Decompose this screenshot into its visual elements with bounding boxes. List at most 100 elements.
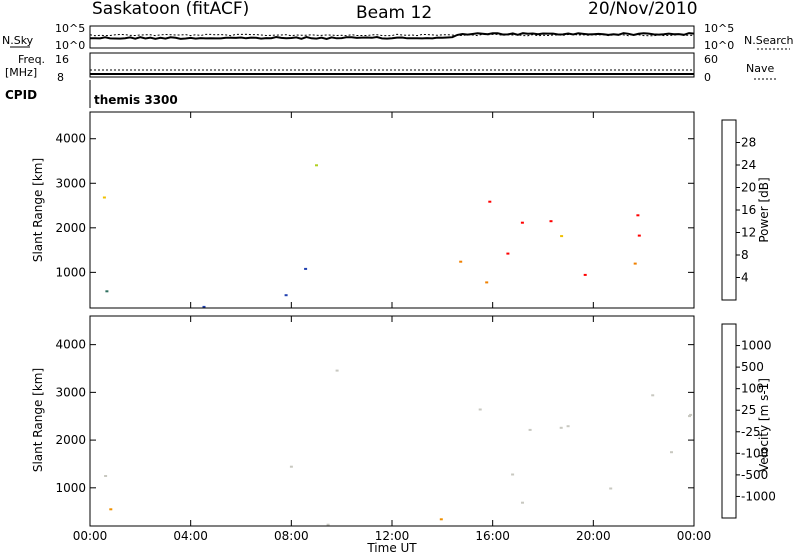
cpid-label: CPID xyxy=(5,88,37,102)
freq-tick-bottom: 8 xyxy=(57,71,64,84)
nsearch-tick-top: 10^5 xyxy=(704,22,734,35)
y-tick-label: 1000 xyxy=(55,265,86,279)
velocity-colorbar-label: Velocity [m s-1] xyxy=(757,378,771,472)
velocity-y-axis: 4000 3000 2000 1000 xyxy=(55,338,694,495)
heatmap-cell xyxy=(528,428,532,431)
power-y-axis: 4000 3000 2000 1000 xyxy=(55,132,694,279)
date-title: 20/Nov/2010 xyxy=(588,0,698,19)
heatmap-cell xyxy=(688,415,691,418)
nsky-strip xyxy=(89,25,695,49)
cpid-value: themis 3300 xyxy=(94,93,178,107)
y-tick-label: 4000 xyxy=(55,132,86,146)
colorbar-tick-label: 8 xyxy=(741,248,749,262)
x-tick-label: 16:00 xyxy=(475,529,510,543)
heatmap-cell xyxy=(511,473,515,476)
x-tick-label: 08:00 xyxy=(274,529,309,543)
heatmap-cell xyxy=(689,413,693,416)
colorbar-tick-label: -100 xyxy=(741,446,768,460)
heatmap-cell xyxy=(549,220,553,223)
nsearch-label: N.Search xyxy=(744,34,794,47)
velocity-ylabel: Slant Range [km] xyxy=(31,368,45,472)
power-ylabel: Slant Range [km] xyxy=(31,158,45,262)
heatmap-cell xyxy=(559,426,563,429)
heatmap-cell xyxy=(637,234,641,237)
colorbar-frame xyxy=(721,119,737,301)
heatmap-cell xyxy=(609,487,613,490)
colorbar-tick-label: 25 xyxy=(741,403,756,417)
heatmap-cell xyxy=(459,260,463,263)
heatmap-cell xyxy=(520,221,524,224)
x-tick-label: 00:00 xyxy=(73,529,108,543)
heatmap-cell xyxy=(284,294,288,297)
nsky-tick-bottom: 10^0 xyxy=(55,39,85,52)
colorbar-tick-label: 500 xyxy=(741,360,764,374)
colorbar-tick-label: 16 xyxy=(741,203,756,217)
heatmap-cell xyxy=(636,214,640,217)
x-tick-label: 12:00 xyxy=(375,529,410,543)
colorbar-frame xyxy=(721,323,737,519)
freq-unit: [MHz] xyxy=(5,66,37,79)
heatmap-cell xyxy=(202,305,206,308)
nsky-tick-top: 10^5 xyxy=(55,22,85,35)
heatmap-cell xyxy=(560,235,564,238)
y-tick-label: 2000 xyxy=(55,221,86,235)
beam-title: Beam 12 xyxy=(356,3,432,23)
heatmap-cell xyxy=(104,475,108,477)
colorbar-tick-label: -500 xyxy=(741,468,768,482)
x-tick-label: 00:00 xyxy=(677,529,712,543)
velocity-heatmap-cells xyxy=(104,369,693,526)
heatmap-cell xyxy=(326,523,330,526)
colorbar-tick-label: 12 xyxy=(741,226,756,240)
heatmap-cell xyxy=(102,196,106,199)
colorbar-tick-label: 1000 xyxy=(741,339,772,353)
heatmap-cell xyxy=(488,200,492,203)
heatmap-cell xyxy=(478,408,482,411)
heatmap-cell xyxy=(109,508,113,511)
freq-tick-top: 16 xyxy=(55,53,69,66)
time-x-axis: 00:00 04:00 08:00 12:00 16:00 20:00 00:00 xyxy=(73,112,712,543)
heatmap-cell xyxy=(583,273,587,276)
nave-label: Nave xyxy=(746,62,774,75)
nave-tick-top: 60 xyxy=(704,53,718,66)
heatmap-cell xyxy=(289,465,293,468)
power-colorbar: 28 24 20 16 12 8 4 xyxy=(721,119,756,301)
heatmap-cell xyxy=(633,262,637,265)
velocity-colorbar: 1000 500 100 25 -25 -100 -500 -1000 xyxy=(721,323,776,519)
power-heatmap-cells xyxy=(102,164,641,308)
y-tick-label: 4000 xyxy=(55,338,86,352)
velocity-panel-frame xyxy=(89,315,695,527)
nsearch-tick-bottom: 10^0 xyxy=(704,39,734,52)
y-tick-label: 3000 xyxy=(55,385,86,399)
nsky-trace xyxy=(90,32,695,41)
heatmap-cell xyxy=(105,290,109,293)
heatmap-cell xyxy=(315,164,318,167)
heatmap-cell xyxy=(651,394,655,397)
heatmap-cell xyxy=(439,518,443,521)
nsearch-trace xyxy=(89,33,695,37)
colorbar-tick-label: 20 xyxy=(741,181,756,195)
nsky-label: N.Sky xyxy=(2,34,34,47)
colorbar-tick-label: 4 xyxy=(741,271,749,285)
freq-strip xyxy=(89,52,695,78)
colorbar-tick-label: 28 xyxy=(741,136,756,150)
heatmap-cell xyxy=(304,267,308,270)
heatmap-cell xyxy=(335,369,339,372)
heatmap-cell xyxy=(670,451,673,454)
colorbar-tick-label: -25 xyxy=(741,425,761,439)
colorbar-tick-label: 100 xyxy=(741,382,764,396)
xlabel: Time UT xyxy=(366,541,417,554)
heatmap-cell xyxy=(485,281,489,284)
x-tick-label: 20:00 xyxy=(576,529,611,543)
power-panel-frame xyxy=(89,111,695,309)
y-tick-label: 1000 xyxy=(55,481,86,495)
colorbar-tick-label: 24 xyxy=(741,158,756,172)
colorbar-tick-label: -1000 xyxy=(741,489,776,503)
station-title: Saskatoon (fitACF) xyxy=(92,0,249,19)
heatmap-cell xyxy=(566,425,570,428)
heatmap-cell xyxy=(521,501,524,504)
x-tick-label: 04:00 xyxy=(173,529,208,543)
y-tick-label: 2000 xyxy=(55,433,86,447)
heatmap-cell xyxy=(506,252,510,255)
power-colorbar-label: Power [dB] xyxy=(757,177,771,242)
